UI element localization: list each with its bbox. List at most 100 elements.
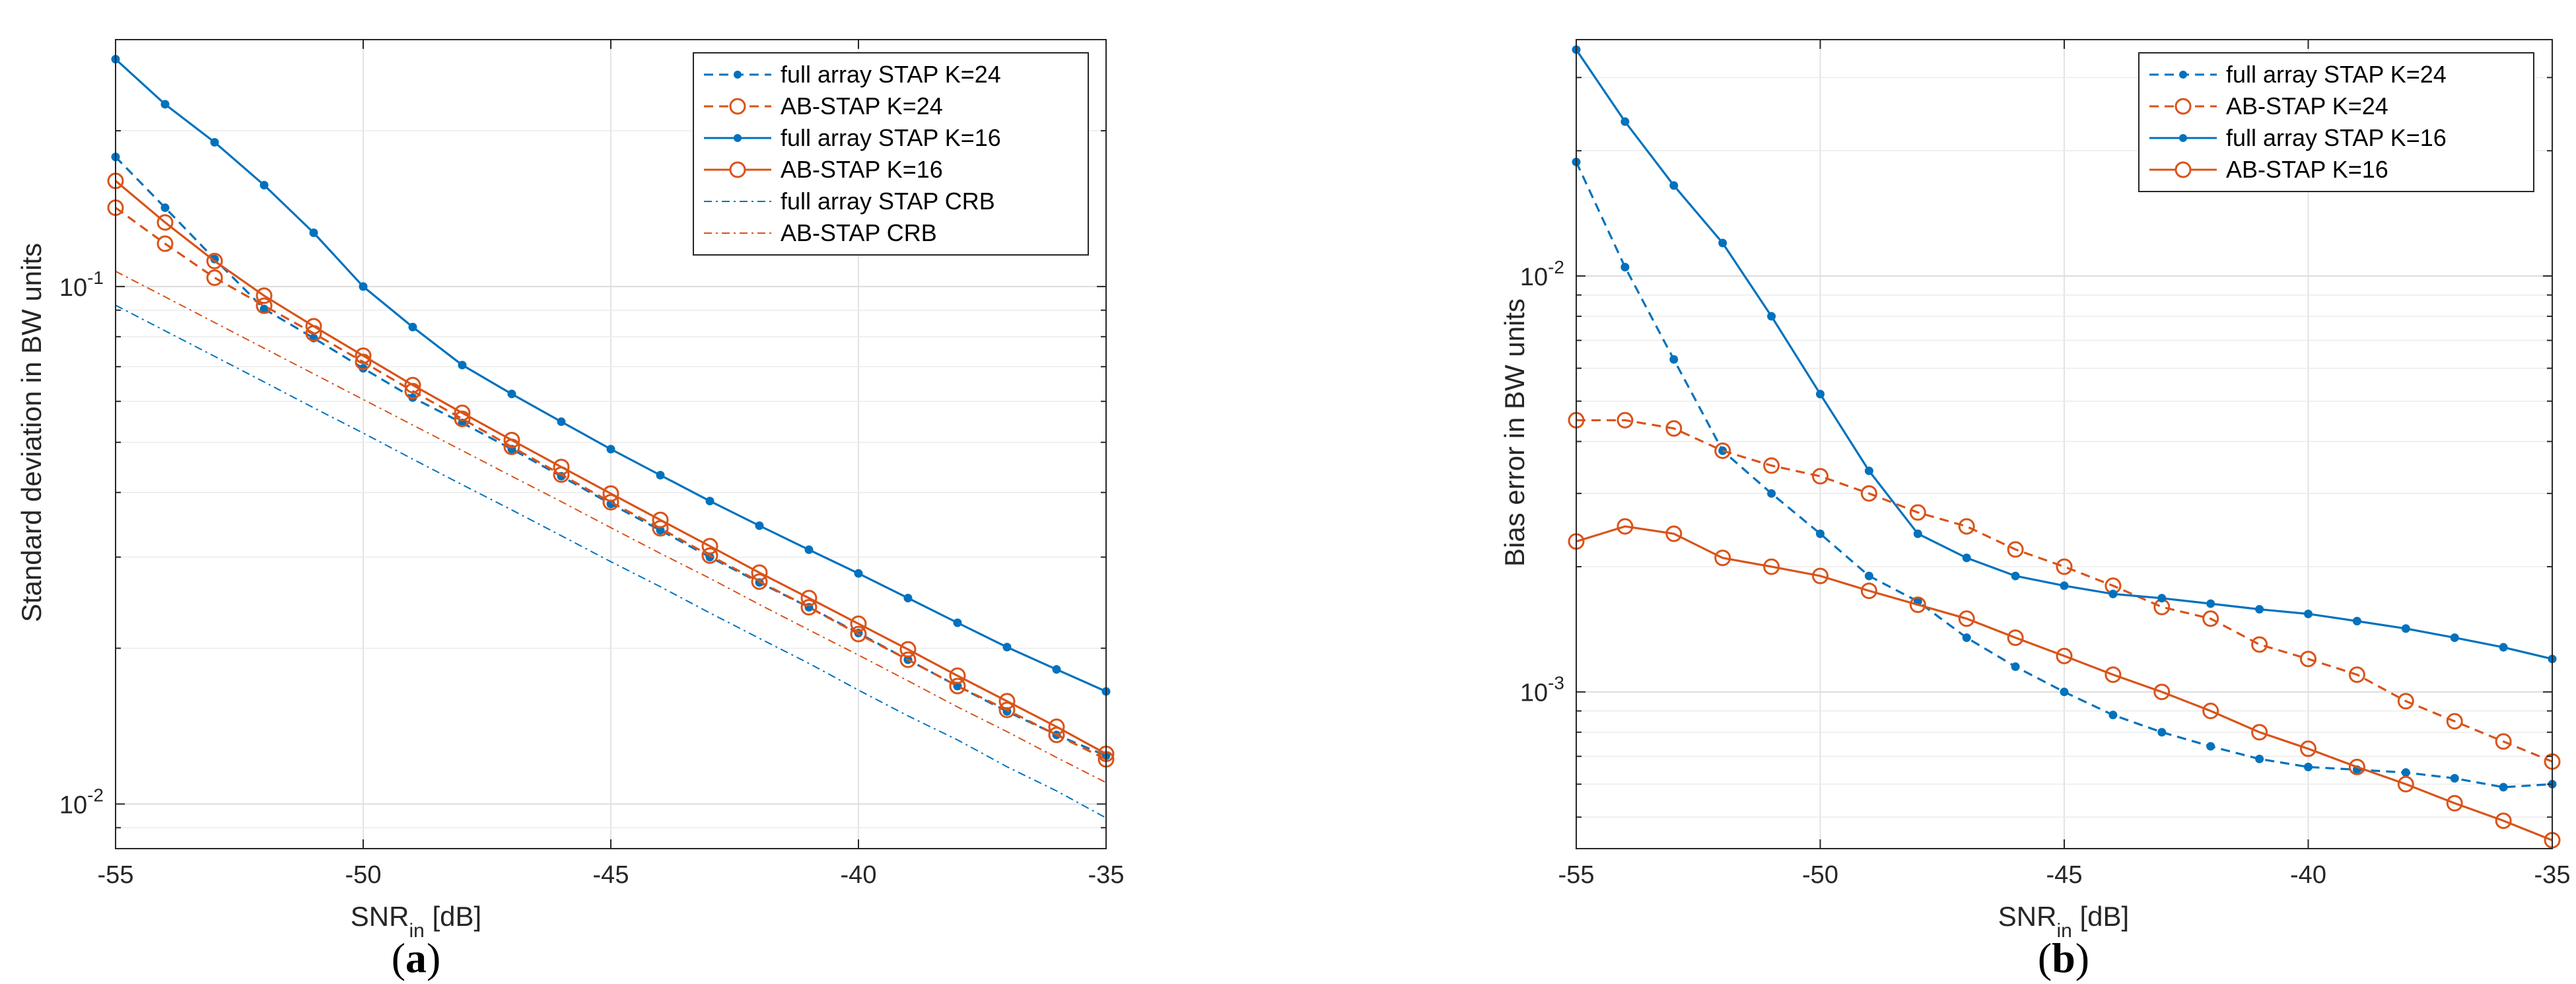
- data-point-b-2-1: [1620, 117, 1630, 126]
- data-point-b-0-11: [2108, 711, 2118, 720]
- data-point-a-2-6: [408, 322, 417, 332]
- legend-label-a-0: full array STAP K=24: [781, 61, 1001, 88]
- legend-item-a-5: AB-STAP CRB: [704, 219, 937, 246]
- ylabel-b: Bias error in BW units: [1499, 299, 1530, 567]
- xlabel-b-main: SNR: [1998, 901, 2057, 932]
- series-a-2: [111, 55, 1111, 696]
- data-point-b-3-12: [2153, 684, 2171, 701]
- data-point-a-1-15: [850, 625, 867, 643]
- x-tick-label-b-0: -55: [1558, 861, 1595, 889]
- data-point-b-3-16: [2348, 758, 2365, 775]
- data-point-b-1-19: [2495, 733, 2512, 750]
- data-point-a-3-8: [503, 431, 520, 448]
- chart-panel-b: Bias error in BW units SNRin [dB] (b) -5…: [1499, 39, 2571, 981]
- legend-marker-b-3: [2175, 161, 2192, 178]
- data-point-a-1-17: [949, 678, 966, 695]
- data-point-b-0-9: [2011, 662, 2020, 671]
- data-point-b-2-10: [2060, 581, 2069, 590]
- legend-item-a-1: AB-STAP K=24: [704, 92, 943, 120]
- y-tick-label-base: 10: [59, 791, 87, 819]
- legend-item-b-0: full array STAP K=24: [2149, 61, 2447, 88]
- data-point-a-1-16: [899, 651, 917, 668]
- data-point-b-2-11: [2108, 589, 2118, 598]
- series-b-2: [1572, 45, 2557, 664]
- data-point-b-0-8: [1962, 633, 1971, 643]
- data-point-a-2-10: [606, 444, 615, 454]
- data-point-b-0-4: [1767, 489, 1776, 498]
- data-point-a-1-3: [256, 297, 273, 314]
- data-point-b-0-13: [2206, 742, 2215, 751]
- series-b-3: [1568, 518, 2561, 849]
- data-point-b-2-19: [2499, 643, 2508, 652]
- series-a-3: [107, 172, 1115, 763]
- data-point-b-1-17: [2397, 693, 2414, 710]
- chart-panel-a: Standard deviation in BW units SNRin [dB…: [16, 39, 1124, 981]
- data-point-b-3-13: [2202, 703, 2219, 720]
- data-point-b-0-12: [2157, 728, 2167, 737]
- x-tick-label-a-1: -50: [345, 861, 382, 889]
- data-point-b-0-2: [1669, 355, 1679, 364]
- data-point-a-2-19: [1052, 665, 1061, 674]
- panel-caption-a-letter: a: [405, 934, 427, 981]
- legend-label-b-3: AB-STAP K=16: [2226, 156, 2388, 183]
- data-point-b-1-18: [2446, 713, 2463, 730]
- data-point-a-2-14: [804, 545, 814, 554]
- data-point-b-3-17: [2397, 775, 2414, 792]
- data-point-b-0-6: [1864, 571, 1873, 580]
- data-point-a-3-12: [701, 538, 718, 555]
- data-point-b-2-17: [2401, 624, 2410, 633]
- series-a-5: [115, 270, 1107, 783]
- data-point-b-1-1: [1617, 411, 1634, 429]
- data-point-b-1-2: [1665, 420, 1683, 437]
- data-point-a-1-6: [404, 382, 421, 400]
- data-point-a-2-7: [458, 361, 467, 370]
- x-tick-label-b-1: -50: [1802, 861, 1838, 889]
- data-point-a-2-13: [755, 521, 764, 530]
- data-point-a-1-10: [602, 493, 619, 510]
- data-point-a-3-16: [899, 641, 917, 658]
- data-point-a-3-9: [553, 458, 570, 475]
- data-point-a-3-5: [355, 347, 372, 365]
- data-point-b-1-16: [2348, 666, 2365, 684]
- data-point-b-3-11: [2105, 666, 2122, 684]
- xlabel-a-unit: [dB]: [425, 901, 481, 932]
- series-a-4: [115, 304, 1107, 819]
- xlabel-b-unit: [dB]: [2072, 901, 2129, 932]
- x-tick-label-b-2: -45: [2046, 861, 2083, 889]
- data-point-a-2-8: [507, 390, 516, 399]
- y-tick-label-exponent: -3: [1548, 673, 1564, 693]
- data-point-b-2-14: [2255, 605, 2264, 614]
- data-point-a-0-1: [160, 203, 170, 213]
- x-tick-label-a-2: -45: [593, 861, 629, 889]
- data-point-a-2-4: [309, 228, 318, 238]
- series-line-a-1: [115, 207, 1107, 761]
- y-tick-label-base: 10: [1520, 264, 1548, 291]
- data-point-b-2-16: [2352, 616, 2361, 625]
- data-point-b-2-13: [2206, 599, 2215, 608]
- data-point-b-0-1: [1620, 263, 1630, 272]
- legend-marker-a-1: [729, 98, 746, 115]
- data-point-a-1-12: [701, 547, 718, 564]
- data-point-a-1-13: [751, 573, 768, 590]
- legend-marker-a-3: [729, 161, 746, 178]
- data-point-a-3-19: [1048, 719, 1065, 736]
- xlabel-b: SNRin [dB]: [1998, 901, 2129, 942]
- legend-label-b-2: full array STAP K=16: [2226, 124, 2447, 151]
- x-tick-label-b-4: -35: [2534, 861, 2571, 889]
- data-point-b-2-4: [1767, 312, 1776, 321]
- data-point-a-3-6: [404, 376, 421, 394]
- data-point-a-3-14: [800, 590, 818, 607]
- data-point-b-3-14: [2251, 724, 2268, 741]
- x-tick-label-a-0: -55: [98, 861, 134, 889]
- data-point-a-2-17: [953, 618, 962, 627]
- y-tick-label-exponent: -1: [87, 267, 104, 288]
- legend-a: full array STAP K=24 AB-STAP K=24 full arr…: [693, 52, 1089, 256]
- data-point-b-2-6: [1864, 466, 1873, 475]
- panel-caption-a-close: ): [427, 934, 440, 981]
- data-point-a-2-5: [359, 282, 368, 291]
- data-point-b-2-15: [2304, 610, 2313, 619]
- xlabel-a-subscript: in: [409, 920, 424, 942]
- data-point-b-0-14: [2255, 754, 2264, 763]
- data-point-b-2-2: [1669, 181, 1679, 190]
- y-tick-label-b-0: 10-3: [1520, 673, 1564, 707]
